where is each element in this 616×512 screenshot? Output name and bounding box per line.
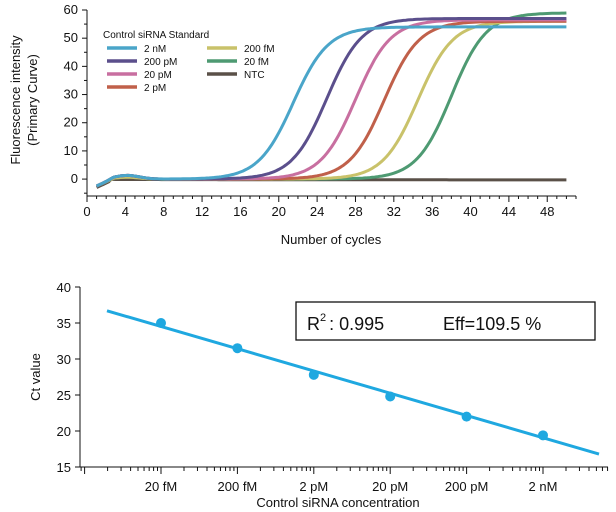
- bottom-y-tick-label: 15: [57, 460, 71, 475]
- bottom-y-tick-label: 35: [57, 316, 71, 331]
- annotation-frame: [295, 301, 596, 341]
- r-squared-sup: 2: [320, 312, 326, 324]
- top-x-tick-label: 8: [160, 204, 167, 219]
- top-y-tick-label: 60: [64, 2, 78, 17]
- top-x-tick-label: 0: [83, 204, 90, 219]
- bottom-x-tick-label: 200 pM: [445, 479, 488, 494]
- bottom-x-tick-label: 200 fM: [218, 479, 258, 494]
- top-y-tick-label: 30: [64, 87, 78, 102]
- top-x-tick-label: 16: [233, 204, 247, 219]
- data-point: [232, 343, 243, 354]
- top-y-axis-label: Fluorescence intensity: [8, 35, 23, 165]
- bottom-y-tick-label: 20: [57, 424, 71, 439]
- amplification-curves: [95, 11, 567, 189]
- data-points: [156, 318, 548, 441]
- data-point: [538, 430, 548, 441]
- top-x-tick-label: 32: [387, 204, 401, 219]
- legend-entry-label: 20 fM: [244, 57, 269, 68]
- data-point: [156, 318, 166, 328]
- top-x-tick-label: 24: [310, 204, 324, 219]
- top-x-tick-label: 20: [272, 204, 286, 219]
- annotation-box: R2: 0.995 Eff=109.5 %: [295, 301, 596, 341]
- r-squared-value: : 0.995: [329, 314, 384, 334]
- efficiency-label: Eff=109.5 %: [443, 314, 541, 334]
- series-line-20-pm: [95, 18, 567, 188]
- top-x-tick-label: 28: [348, 204, 362, 219]
- series-line-2-pm: [95, 19, 567, 188]
- bottom-y-ticks: 15 20 25 30 35 40: [57, 280, 80, 475]
- legend-entry-label: 200 fM: [244, 44, 275, 55]
- top-x-tick-label: 36: [425, 204, 439, 219]
- top-y-tick-label: 0: [71, 171, 78, 186]
- bottom-x-tick-label: 20 pM: [372, 479, 408, 494]
- top-x-tick-label: 40: [463, 204, 477, 219]
- top-x-tick-label: 4: [122, 204, 129, 219]
- bottom-x-tick-label: 20 fM: [145, 479, 178, 494]
- top-y-tick-label: 40: [64, 58, 78, 73]
- top-y-tick-label: 20: [64, 115, 78, 130]
- legend-entry-label: 200 pM: [144, 57, 177, 68]
- r-squared-label: R2: 0.995: [307, 312, 384, 334]
- legend-entry-label: 2 pM: [144, 83, 166, 94]
- series-line-2-nm: [95, 25, 567, 188]
- r-squared-r: R: [307, 314, 320, 334]
- bottom-x-tick-label: 2 pM: [299, 479, 328, 494]
- data-point: [461, 411, 472, 422]
- top-y-ticks: 0 10 20 30 40 50 60: [64, 2, 87, 194]
- regression-line-group: [106, 309, 600, 456]
- series-line-ntc: [95, 177, 567, 189]
- top-y-tick-label: 50: [64, 30, 78, 45]
- data-point: [385, 391, 396, 402]
- series-line-200-fm: [95, 19, 567, 188]
- top-x-tick-label: 44: [502, 204, 516, 219]
- top-y-axis-sublabel: (Primary Curve): [25, 54, 40, 146]
- bottom-y-tick-label: 30: [57, 352, 71, 367]
- bottom-x-ticks: 20 fM 200 fM 2 pM 20 pM 200 pM 2 nM: [80, 467, 609, 494]
- bottom-x-tick-label: 2 nM: [529, 479, 558, 494]
- regression-line: [106, 309, 600, 456]
- top-x-tick-label: 48: [540, 204, 554, 219]
- data-point: [308, 369, 319, 380]
- legend-entry-label: 2 nM: [144, 44, 166, 55]
- top-x-axis-label: Number of cycles: [281, 232, 382, 247]
- top-x-ticks: 0 4 8 12 16 20 24 28 32 36 40 44 48: [83, 196, 577, 219]
- bottom-y-axis-label: Ct value: [28, 353, 43, 401]
- bottom-y-tick-label: 40: [57, 280, 71, 295]
- legend-entries: 2 nM 200 pM 20 pM 2 pM 200 fM 20 fM NTC: [107, 44, 275, 94]
- legend-title: Control siRNA Standard: [103, 30, 209, 41]
- legend-entry-label: NTC: [244, 70, 265, 81]
- top-y-tick-label: 10: [64, 143, 78, 158]
- legend-entry-label: 20 pM: [144, 70, 172, 81]
- bottom-y-tick-label: 25: [57, 388, 71, 403]
- bottom-x-axis-label: Control siRNA concentration: [256, 495, 419, 510]
- top-x-tick-label: 12: [195, 204, 209, 219]
